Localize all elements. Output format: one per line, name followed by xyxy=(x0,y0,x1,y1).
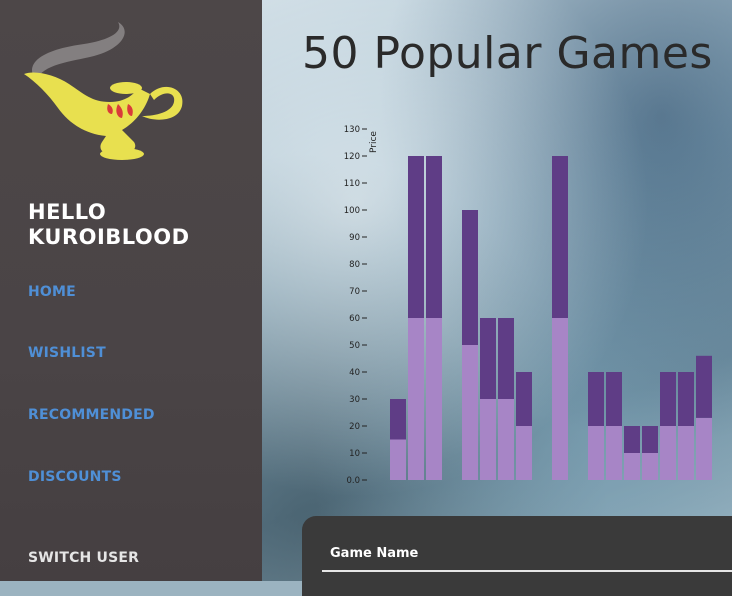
bar-segment-upper[interactable] xyxy=(660,372,676,426)
y-tick-label: 90 xyxy=(349,233,360,243)
column-header-game-name[interactable]: Game Name xyxy=(330,546,419,561)
greeting-line1: HELLO xyxy=(28,200,107,224)
y-tick-label: 130 xyxy=(344,125,360,135)
bars xyxy=(390,156,712,480)
bar-segment-upper[interactable] xyxy=(390,399,406,440)
bar-segment-upper[interactable] xyxy=(606,372,622,426)
y-tick-label: 0.0 xyxy=(346,476,360,486)
nav-recommended[interactable]: RECOMMENDED xyxy=(28,407,155,423)
nav-discounts[interactable]: DISCOUNTS xyxy=(28,469,122,485)
bar-segment-lower[interactable] xyxy=(696,417,712,480)
bar-segment-upper[interactable] xyxy=(588,372,604,426)
nav-wishlist[interactable]: WISHLIST xyxy=(28,345,106,361)
y-tick-label: 30 xyxy=(349,395,360,405)
y-tick-label: 40 xyxy=(349,368,360,378)
nav-home[interactable]: HOME xyxy=(28,284,76,300)
greeting-username: KUROIBLOOD xyxy=(28,225,190,249)
bar-segment-upper[interactable] xyxy=(552,156,568,318)
y-axis-label: Price xyxy=(369,131,379,153)
bar-segment-lower[interactable] xyxy=(678,426,694,480)
bar-segment-upper[interactable] xyxy=(624,426,640,453)
y-tick-label: 60 xyxy=(349,314,360,324)
background-image xyxy=(262,0,732,581)
y-tick-label: 20 xyxy=(349,422,360,432)
bar-segment-lower[interactable] xyxy=(390,439,406,481)
bar-segment-lower[interactable] xyxy=(408,318,424,480)
bar-segment-lower[interactable] xyxy=(462,345,478,480)
bar-segment-lower[interactable] xyxy=(498,399,514,480)
bar-segment-lower[interactable] xyxy=(606,426,622,480)
bar-segment-upper[interactable] xyxy=(516,372,532,426)
page-title: 50 Popular Games xyxy=(302,28,713,79)
greeting: HELLO KUROIBLOOD xyxy=(28,200,248,250)
bar-segment-lower[interactable] xyxy=(516,426,532,480)
bar-segment-lower[interactable] xyxy=(480,399,496,480)
y-tick-label: 70 xyxy=(349,287,360,297)
bar-segment-upper[interactable] xyxy=(498,318,514,399)
y-tick-label: 110 xyxy=(344,179,360,189)
price-chart: 0.0 10 20 30 40 50 60 70 80 90 100 110 120 130 Price xyxy=(344,125,712,486)
bar-segment-upper[interactable] xyxy=(642,426,658,453)
header-divider xyxy=(322,570,732,572)
sidebar: HELLO KUROIBLOOD HOME WISHLIST RECOMMEND… xyxy=(0,0,262,581)
y-tick-label: 50 xyxy=(349,341,360,351)
bar-segment-upper[interactable] xyxy=(696,355,712,418)
bar-segment-lower[interactable] xyxy=(426,318,442,480)
bar-segment-lower[interactable] xyxy=(624,453,640,480)
y-tick-label: 100 xyxy=(344,206,360,216)
bar-segment-upper[interactable] xyxy=(462,210,478,345)
bar-segment-lower[interactable] xyxy=(660,426,676,480)
y-axis: 0.0 10 20 30 40 50 60 70 80 90 100 110 120 130 xyxy=(344,125,367,486)
bar-segment-upper[interactable] xyxy=(426,156,442,318)
switch-user-link[interactable]: SWITCH USER xyxy=(28,550,140,566)
y-tick-label: 80 xyxy=(349,260,360,270)
bar-segment-lower[interactable] xyxy=(588,426,604,480)
bar-segment-lower[interactable] xyxy=(642,453,658,480)
bar-segment-upper[interactable] xyxy=(480,318,496,399)
y-tick-label: 10 xyxy=(349,449,360,459)
y-tick-label: 120 xyxy=(344,152,360,162)
genie-lamp-logo-icon xyxy=(24,22,183,160)
bar-segment-lower[interactable] xyxy=(552,318,568,480)
bar-segment-upper[interactable] xyxy=(678,372,694,426)
bar-segment-upper[interactable] xyxy=(408,156,424,318)
